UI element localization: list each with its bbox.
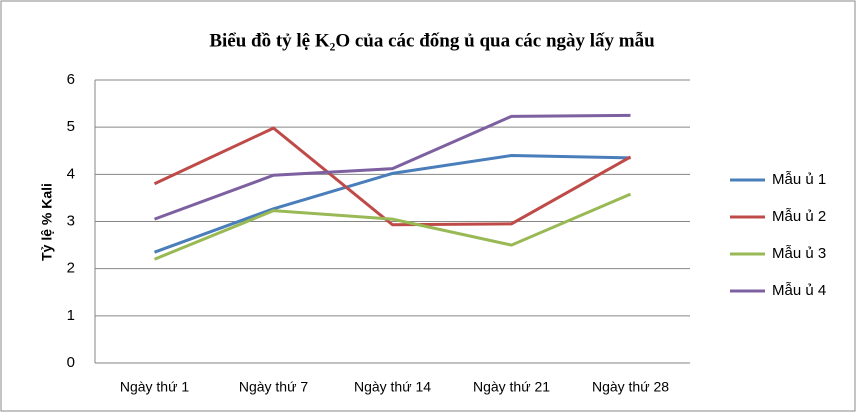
y-tick-label: 6 [67,71,75,88]
chart-title: Biểu đồ tỷ lệ K₂O của các đống ủ qua các… [209,30,655,51]
legend-label: Mẫu ủ 4 [772,282,826,299]
y-tick-label: 4 [67,165,75,182]
y-axis-label: Tỷ lệ % Kali [39,183,55,261]
y-tick-label: 1 [67,307,75,324]
x-tick-label: Ngày thứ 14 [354,379,431,395]
y-tick-label: 5 [67,118,75,135]
x-tick-label: Ngày thứ 21 [473,379,550,395]
series-line [153,153,631,254]
y-tick-label: 2 [67,260,75,277]
legend-label: Mẫu ủ 2 [772,208,826,225]
x-tick-label: Ngày thứ 7 [239,379,309,395]
x-tick-label: Ngày thứ 1 [120,379,190,395]
x-tick-label: Ngày thứ 28 [592,379,669,395]
legend-label: Mẫu ủ 3 [772,245,826,262]
y-tick-label: 0 [67,354,75,371]
y-tick-label: 3 [67,212,75,229]
legend-label: Mẫu ủ 1 [772,171,826,188]
series-line [153,113,631,221]
series-line [153,126,632,227]
series-line [153,192,632,261]
